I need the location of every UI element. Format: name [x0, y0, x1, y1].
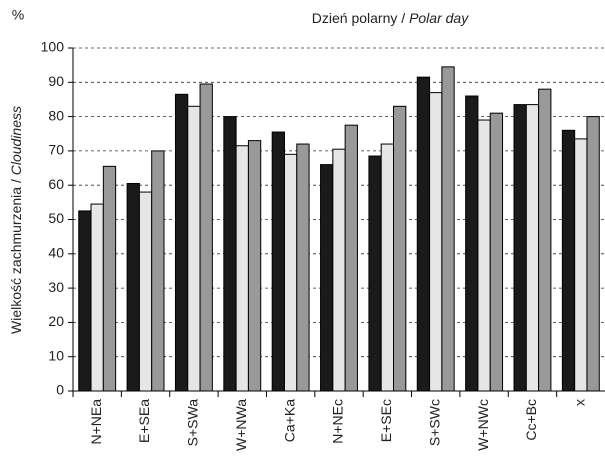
- x-tick-label: W+NWa: [233, 399, 249, 451]
- bar: [332, 148, 346, 392]
- x-tick-label: S+SWc: [426, 399, 442, 446]
- x-tick-label: N+NEc: [330, 399, 346, 444]
- bar: [441, 66, 455, 392]
- y-tick-label: 20: [48, 313, 64, 329]
- y-tick-label: 80: [48, 107, 64, 123]
- bar: [223, 116, 237, 392]
- bar: [429, 92, 443, 392]
- y-tick-label: 90: [48, 73, 64, 89]
- x-tick-label: Ca+Ka: [281, 399, 297, 442]
- y-tick-label: 60: [48, 176, 64, 192]
- bar: [187, 105, 201, 392]
- y-tick-label: 40: [48, 245, 64, 261]
- chart-title: Dzień polarny / Polar day: [312, 10, 469, 26]
- bar: [393, 105, 407, 392]
- bar: [90, 203, 104, 392]
- bar: [271, 131, 285, 392]
- bar: [380, 143, 395, 392]
- bar: [368, 155, 382, 392]
- y-axis-label: Wielkość zachmurzenia / Cloudiness: [8, 106, 24, 334]
- bar: [235, 145, 249, 392]
- y-tick-label: 100: [41, 39, 65, 55]
- y-tick-label: 10: [48, 347, 64, 363]
- bar: [138, 191, 153, 392]
- y-unit: %: [12, 7, 24, 23]
- x-tick-label: N+NEa: [88, 399, 104, 445]
- x-tick-label: Cc+Bc: [523, 399, 539, 441]
- y-tick-label: 30: [48, 279, 64, 295]
- ylabel-part: Wielkość zachmurzenia /: [8, 175, 24, 334]
- bar: [525, 104, 540, 392]
- bar: [344, 124, 358, 392]
- x-tick-label: W+NWc: [475, 399, 491, 451]
- bar: [416, 76, 431, 392]
- bar: [102, 165, 117, 392]
- y-tick-label: 0: [56, 382, 64, 398]
- ylabel-part: Cloudiness: [8, 106, 24, 175]
- title-part: Dzień polarny /: [312, 10, 409, 26]
- title-part: Polar day: [409, 10, 469, 26]
- bar: [247, 140, 262, 392]
- y-tick-label: 70: [48, 142, 64, 158]
- bar: [320, 164, 334, 392]
- bar: [78, 210, 92, 392]
- bar: [513, 104, 527, 392]
- bar: [465, 95, 479, 392]
- bar: [586, 116, 600, 392]
- bar: [296, 143, 310, 392]
- bar: [126, 182, 140, 392]
- bar: [199, 83, 213, 392]
- bar: [574, 138, 588, 392]
- bar: [174, 93, 189, 392]
- x-tick-label: x: [572, 399, 588, 406]
- bar: [151, 150, 165, 392]
- x-tick-label: E+SEc: [378, 399, 394, 442]
- bar: [283, 153, 298, 392]
- bar: [477, 119, 491, 392]
- x-tick-label: S+SWa: [185, 399, 201, 447]
- y-tick-label: 50: [48, 210, 64, 226]
- x-tick-label: E+SEa: [136, 399, 152, 443]
- bar: [538, 88, 552, 392]
- bar: [489, 112, 504, 392]
- bar: [561, 129, 576, 392]
